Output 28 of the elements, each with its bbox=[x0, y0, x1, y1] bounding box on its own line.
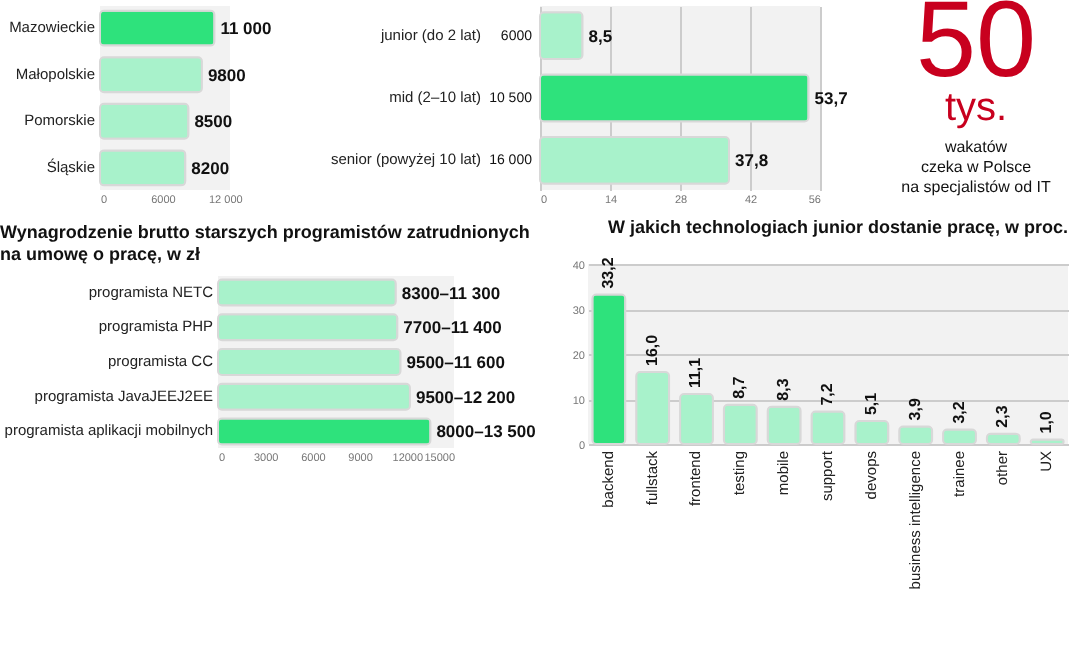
data-label: 7,2 bbox=[818, 382, 836, 406]
data-label: 7700–11 400 bbox=[403, 317, 503, 338]
data-label: 53,7 bbox=[814, 88, 849, 108]
data-label: 2,3 bbox=[993, 404, 1012, 428]
data-label: 8300–11 300 bbox=[401, 282, 501, 303]
data-label: 8,5 bbox=[588, 25, 613, 46]
data-label: 37,8 bbox=[735, 150, 769, 171]
data-label: 11 000 bbox=[220, 18, 272, 39]
text: czeka w Polsce bbox=[920, 158, 1033, 176]
data-label: 9500–11 600 bbox=[406, 352, 506, 372]
data-label: 8,3 bbox=[774, 377, 793, 401]
data-label: 9800 bbox=[207, 64, 247, 85]
chart-title: W jakich technologiach junior dostanie pracę, w proc. bbox=[607, 217, 1068, 238]
data-label: 33,2 bbox=[598, 256, 617, 289]
data-label: 8200 bbox=[191, 157, 230, 178]
data-label: 11,1 bbox=[686, 356, 705, 389]
data-label: 1,0 bbox=[1037, 410, 1056, 434]
text: wakatów bbox=[942, 138, 1008, 156]
text: na specjalistów od IT bbox=[901, 178, 1051, 196]
data-label: 3,9 bbox=[905, 397, 924, 421]
data-label: 3,2 bbox=[949, 400, 968, 424]
data-label: 8,7 bbox=[730, 375, 749, 399]
data-label: 8000–13 500 bbox=[436, 421, 537, 442]
data-label: 5,1 bbox=[861, 391, 880, 416]
data-label: 16,0 bbox=[642, 333, 661, 366]
data-label: 9500–12 200 bbox=[415, 386, 516, 407]
data-label: 8500 bbox=[194, 111, 233, 132]
chart-title: Wynagrodzenie brutto starszych programistów zatrudnionych na umowę o pracę, w zł bbox=[0, 222, 530, 264]
